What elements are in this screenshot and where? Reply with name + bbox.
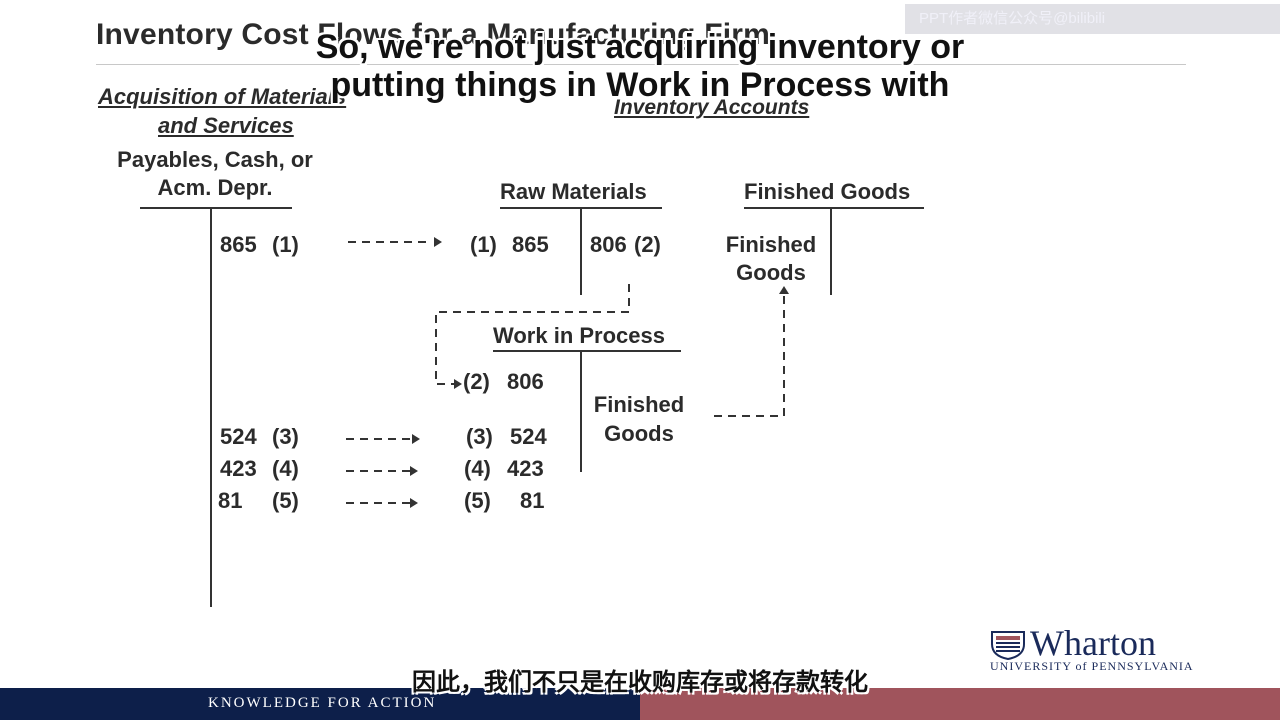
- arrow-wip-to-fg-line: [714, 292, 785, 417]
- wip-t-top: [493, 350, 681, 352]
- left-entry-3-amount: 423: [220, 456, 257, 481]
- footer-band-navy: [0, 688, 640, 720]
- raw-materials-header: Raw Materials: [500, 179, 647, 204]
- raw-materials-debit-ref: (1): [470, 232, 497, 257]
- wip-debit-1-ref: (2): [463, 369, 490, 394]
- arrow-rm-to-wip-head: [454, 379, 462, 389]
- left-account-line2: Acm. Depr.: [157, 175, 273, 200]
- left-t-account-stem: [210, 207, 212, 607]
- arrow-4-head: [410, 466, 418, 476]
- wharton-shield-icon: [991, 631, 1025, 660]
- left-entry-2-amount: 524: [220, 424, 257, 449]
- arrow-rm-to-wip-line: [435, 284, 630, 385]
- section-acquisition-line2: and Services: [158, 113, 294, 138]
- left-entry-4-ref: (5): [272, 488, 299, 513]
- left-entry-1-ref: (1): [272, 232, 299, 257]
- watermark: PPT作者微信公众号@bilibili: [905, 4, 1280, 34]
- raw-materials-debit-amount: 865: [512, 232, 549, 257]
- wip-header: Work in Process: [493, 323, 665, 348]
- section-acquisition-line1: Acquisition of Materials: [98, 84, 347, 109]
- raw-materials-credit-amount: 806: [590, 232, 627, 257]
- wip-debit-2-ref: (3): [466, 424, 493, 449]
- subtitle-zh: 因此，我们不只是在收购库存或将存款转化: [412, 669, 868, 696]
- subtitle-en-line1: So, we're not just acquiring inventory o…: [315, 28, 965, 66]
- arrow-3-head: [412, 434, 420, 444]
- arrow-5-head: [410, 498, 418, 508]
- wip-credit-line2: Goods: [604, 421, 674, 446]
- wharton-logo-subtitle: UNIVERSITY of PENNSYLVANIA: [990, 659, 1194, 673]
- left-entry-3-ref: (4): [272, 456, 299, 481]
- wharton-logo-text: Wharton: [1030, 623, 1156, 663]
- wip-debit-2-amount: 524: [510, 424, 547, 449]
- left-entry-2-ref: (3): [272, 424, 299, 449]
- wip-debit-4-amount: 81: [520, 488, 545, 513]
- wip-debit-3-amount: 423: [507, 456, 544, 481]
- footer-tagline: KNOWLEDGE FOR ACTION: [208, 695, 437, 711]
- finished-goods-debit-line1: Finished: [725, 232, 817, 257]
- slide-title: Inventory Cost Flows for a Manufacturing…: [96, 18, 771, 51]
- left-entry-4-amount: 81: [218, 488, 243, 513]
- wip-t-stem: [580, 350, 582, 472]
- arrow-1-head: [434, 237, 442, 247]
- raw-materials-t-stem: [580, 207, 582, 295]
- left-account-line1: Payables, Cash, or: [117, 147, 313, 172]
- left-t-account-top: [140, 207, 292, 209]
- footer-band-maroon: [640, 688, 1280, 720]
- subtitle-en-line2: putting things in Work in Process with: [330, 66, 950, 104]
- wip-debit-1-amount: 806: [507, 369, 544, 394]
- wip-credit-line1: Finished: [593, 392, 685, 417]
- finished-goods-debit-line2: Goods: [736, 260, 806, 285]
- title-rule: [96, 64, 1186, 65]
- raw-materials-credit-ref: (2): [634, 232, 661, 257]
- arrow-wip-to-fg-head: [779, 286, 789, 294]
- finished-goods-t-stem: [830, 207, 832, 295]
- left-entry-1-amount: 865: [220, 232, 257, 257]
- section-inventory-accounts: Inventory Accounts: [614, 96, 810, 119]
- wip-debit-4-ref: (5): [464, 488, 491, 513]
- finished-goods-header: Finished Goods: [744, 179, 911, 204]
- wip-debit-3-ref: (4): [464, 456, 491, 481]
- finished-goods-t-top: [744, 207, 924, 209]
